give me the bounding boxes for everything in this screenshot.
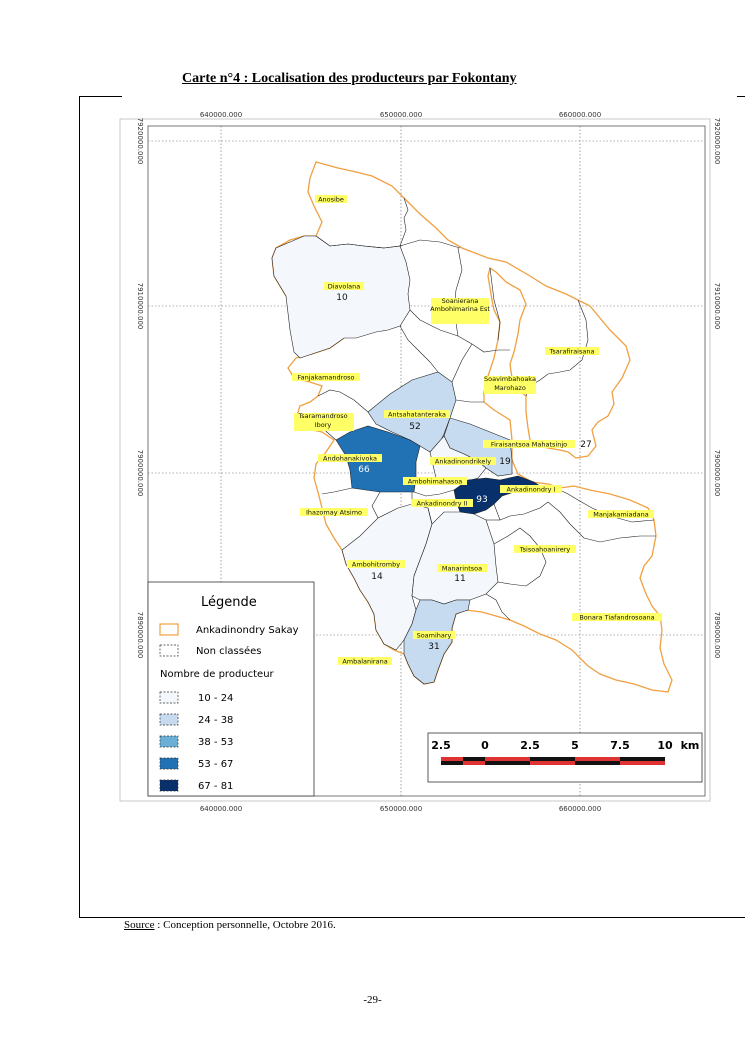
legend-boundary-swatch — [159, 623, 179, 636]
fokontany-boundaries — [303, 197, 656, 621]
legend-swatch-class-4 — [159, 757, 179, 770]
coord-bottom-2: 650000.000 — [380, 805, 422, 813]
label-soamihary: Soamihary — [417, 632, 452, 640]
scale-unit: km — [681, 739, 700, 752]
commune-boundary — [271, 161, 673, 693]
count-manarintsoa: 11 — [454, 574, 465, 584]
label-anosibe: Anosibe — [318, 196, 344, 204]
label-ihazomay: Ihazomay Atsimo — [306, 509, 362, 517]
label-ambalanirana: Ambalanirana — [342, 658, 387, 666]
label-antsahatanteraka: Antsahatanteraka — [388, 411, 446, 419]
scale-tick-5: 7.5 — [610, 739, 630, 752]
scale-tick-2: 0 — [481, 739, 489, 752]
label-soanierana: Soanierana Ambohimarina Est — [430, 297, 490, 313]
label-ambohimahasoa: Ambohimahasoa — [408, 478, 463, 486]
source-note: Source : Conception personnelle, Octobre… — [124, 919, 336, 931]
legend-class-4: 53 - 67 — [198, 759, 233, 770]
coord-right-1: 7920000.000 — [713, 118, 721, 165]
label-ankadinondry-ii: Ankadinondry II — [417, 500, 468, 508]
source-text: : Conception personnelle, Octobre 2016. — [154, 919, 336, 931]
legend-swatch-class-3 — [159, 735, 179, 748]
map-inner-frame — [147, 125, 706, 797]
legend-class-1: 10 - 24 — [198, 693, 233, 704]
coord-left-3: 7900000.000 — [136, 450, 144, 497]
scale-bar: 2.5 0 2.5 5 7.5 10 km — [427, 732, 703, 783]
label-andohanakivoka: Andohanakivoka — [323, 455, 377, 463]
legend-unclassed-label: Non classées — [196, 645, 261, 657]
scale-tick-4: 5 — [571, 739, 579, 752]
label-ambohitromby: Ambohitromby — [352, 561, 400, 569]
frame-bottom-line — [79, 917, 745, 918]
count-antsahatanteraka: 52 — [409, 422, 420, 432]
legend-classes-title: Nombre de producteur — [160, 669, 275, 680]
legend: Légende Ankadinondry Sakay Non classées … — [147, 581, 315, 797]
fokontany-soamihary-area — [403, 599, 471, 685]
coord-bottom-1: 640000.000 — [200, 805, 242, 813]
scale-tick-3: 2.5 — [520, 739, 540, 752]
coord-top-1: 640000.000 — [200, 111, 242, 119]
frame-top-line — [79, 96, 122, 97]
count-andohanakivoka: 66 — [358, 465, 370, 475]
frame-top-right-line — [737, 96, 745, 97]
legend-class-3: 38 - 53 — [198, 737, 233, 748]
scale-tick-1: 2.5 — [431, 739, 451, 752]
page-number: -29- — [363, 994, 382, 1006]
legend-boundary-label: Ankadinondry Sakay — [196, 625, 299, 636]
legend-title: Légende — [201, 595, 257, 610]
map-title: Carte n°4 : Localisation des producteurs… — [182, 71, 517, 86]
label-soavimbahoaka: Soavimbahoaka Marohazo — [484, 375, 536, 392]
label-manjakamiadana: Manjakamiadana — [593, 511, 648, 519]
count-diavolana: 10 — [336, 293, 348, 303]
label-tsisoahoanirery: Tsisoahoanirery — [519, 546, 571, 554]
coord-left-4: 7890000.000 — [136, 612, 144, 659]
source-label: Source — [124, 919, 155, 931]
label-tsaramandroso: Tsaramandroso Ibory — [298, 412, 348, 429]
label-firaisantsoa: Firaisantsoa Mahatsinjo — [491, 441, 567, 449]
legend-class-2: 24 - 38 — [198, 715, 233, 726]
coord-right-2: 7910000.000 — [713, 283, 721, 330]
frame-left-line — [79, 96, 80, 918]
legend-unclassed-swatch — [159, 644, 179, 657]
legend-swatch-class-2 — [159, 713, 179, 726]
label-diavolana: Diavolana — [328, 283, 361, 291]
coord-left-2: 7910000.000 — [136, 283, 144, 330]
label-ankadinondry-i: Ankadinondry I — [507, 486, 556, 494]
count-soamihary: 31 — [428, 642, 439, 652]
label-fanjakamandroso: Fanjakamandroso — [297, 374, 354, 382]
count-ankadinondrikely: 19 — [499, 457, 511, 467]
label-tsarafiraisana: Tsarafiraisana — [549, 348, 595, 356]
coord-right-4: 7890000.000 — [713, 612, 721, 659]
count-ankadinondry-ii: 93 — [476, 495, 487, 505]
fokontany-labels: Anosibe Diavolana 10 Soanierana Ambohima… — [292, 195, 662, 666]
coord-top-2: 650000.000 — [380, 111, 422, 119]
count-firaisantsoa: 27 — [580, 440, 591, 450]
legend-class-5: 67 - 81 — [198, 781, 233, 792]
label-manarintsoa: Manarintsoa — [442, 565, 482, 573]
coord-bottom-3: 660000.000 — [559, 805, 601, 813]
label-ankadinondrikely: Ankadinondrikely — [435, 458, 491, 466]
legend-swatch-class-1 — [159, 691, 179, 704]
coord-right-3: 7900000.000 — [713, 450, 721, 497]
label-bonara: Bonara Tiafandrosoana — [579, 614, 654, 622]
scale-tick-6: 10 — [657, 739, 673, 752]
legend-swatch-class-5 — [159, 779, 179, 792]
coord-top-3: 660000.000 — [559, 111, 601, 119]
coord-left-1: 7920000.000 — [136, 118, 144, 165]
count-ambohitromby: 14 — [371, 572, 383, 582]
